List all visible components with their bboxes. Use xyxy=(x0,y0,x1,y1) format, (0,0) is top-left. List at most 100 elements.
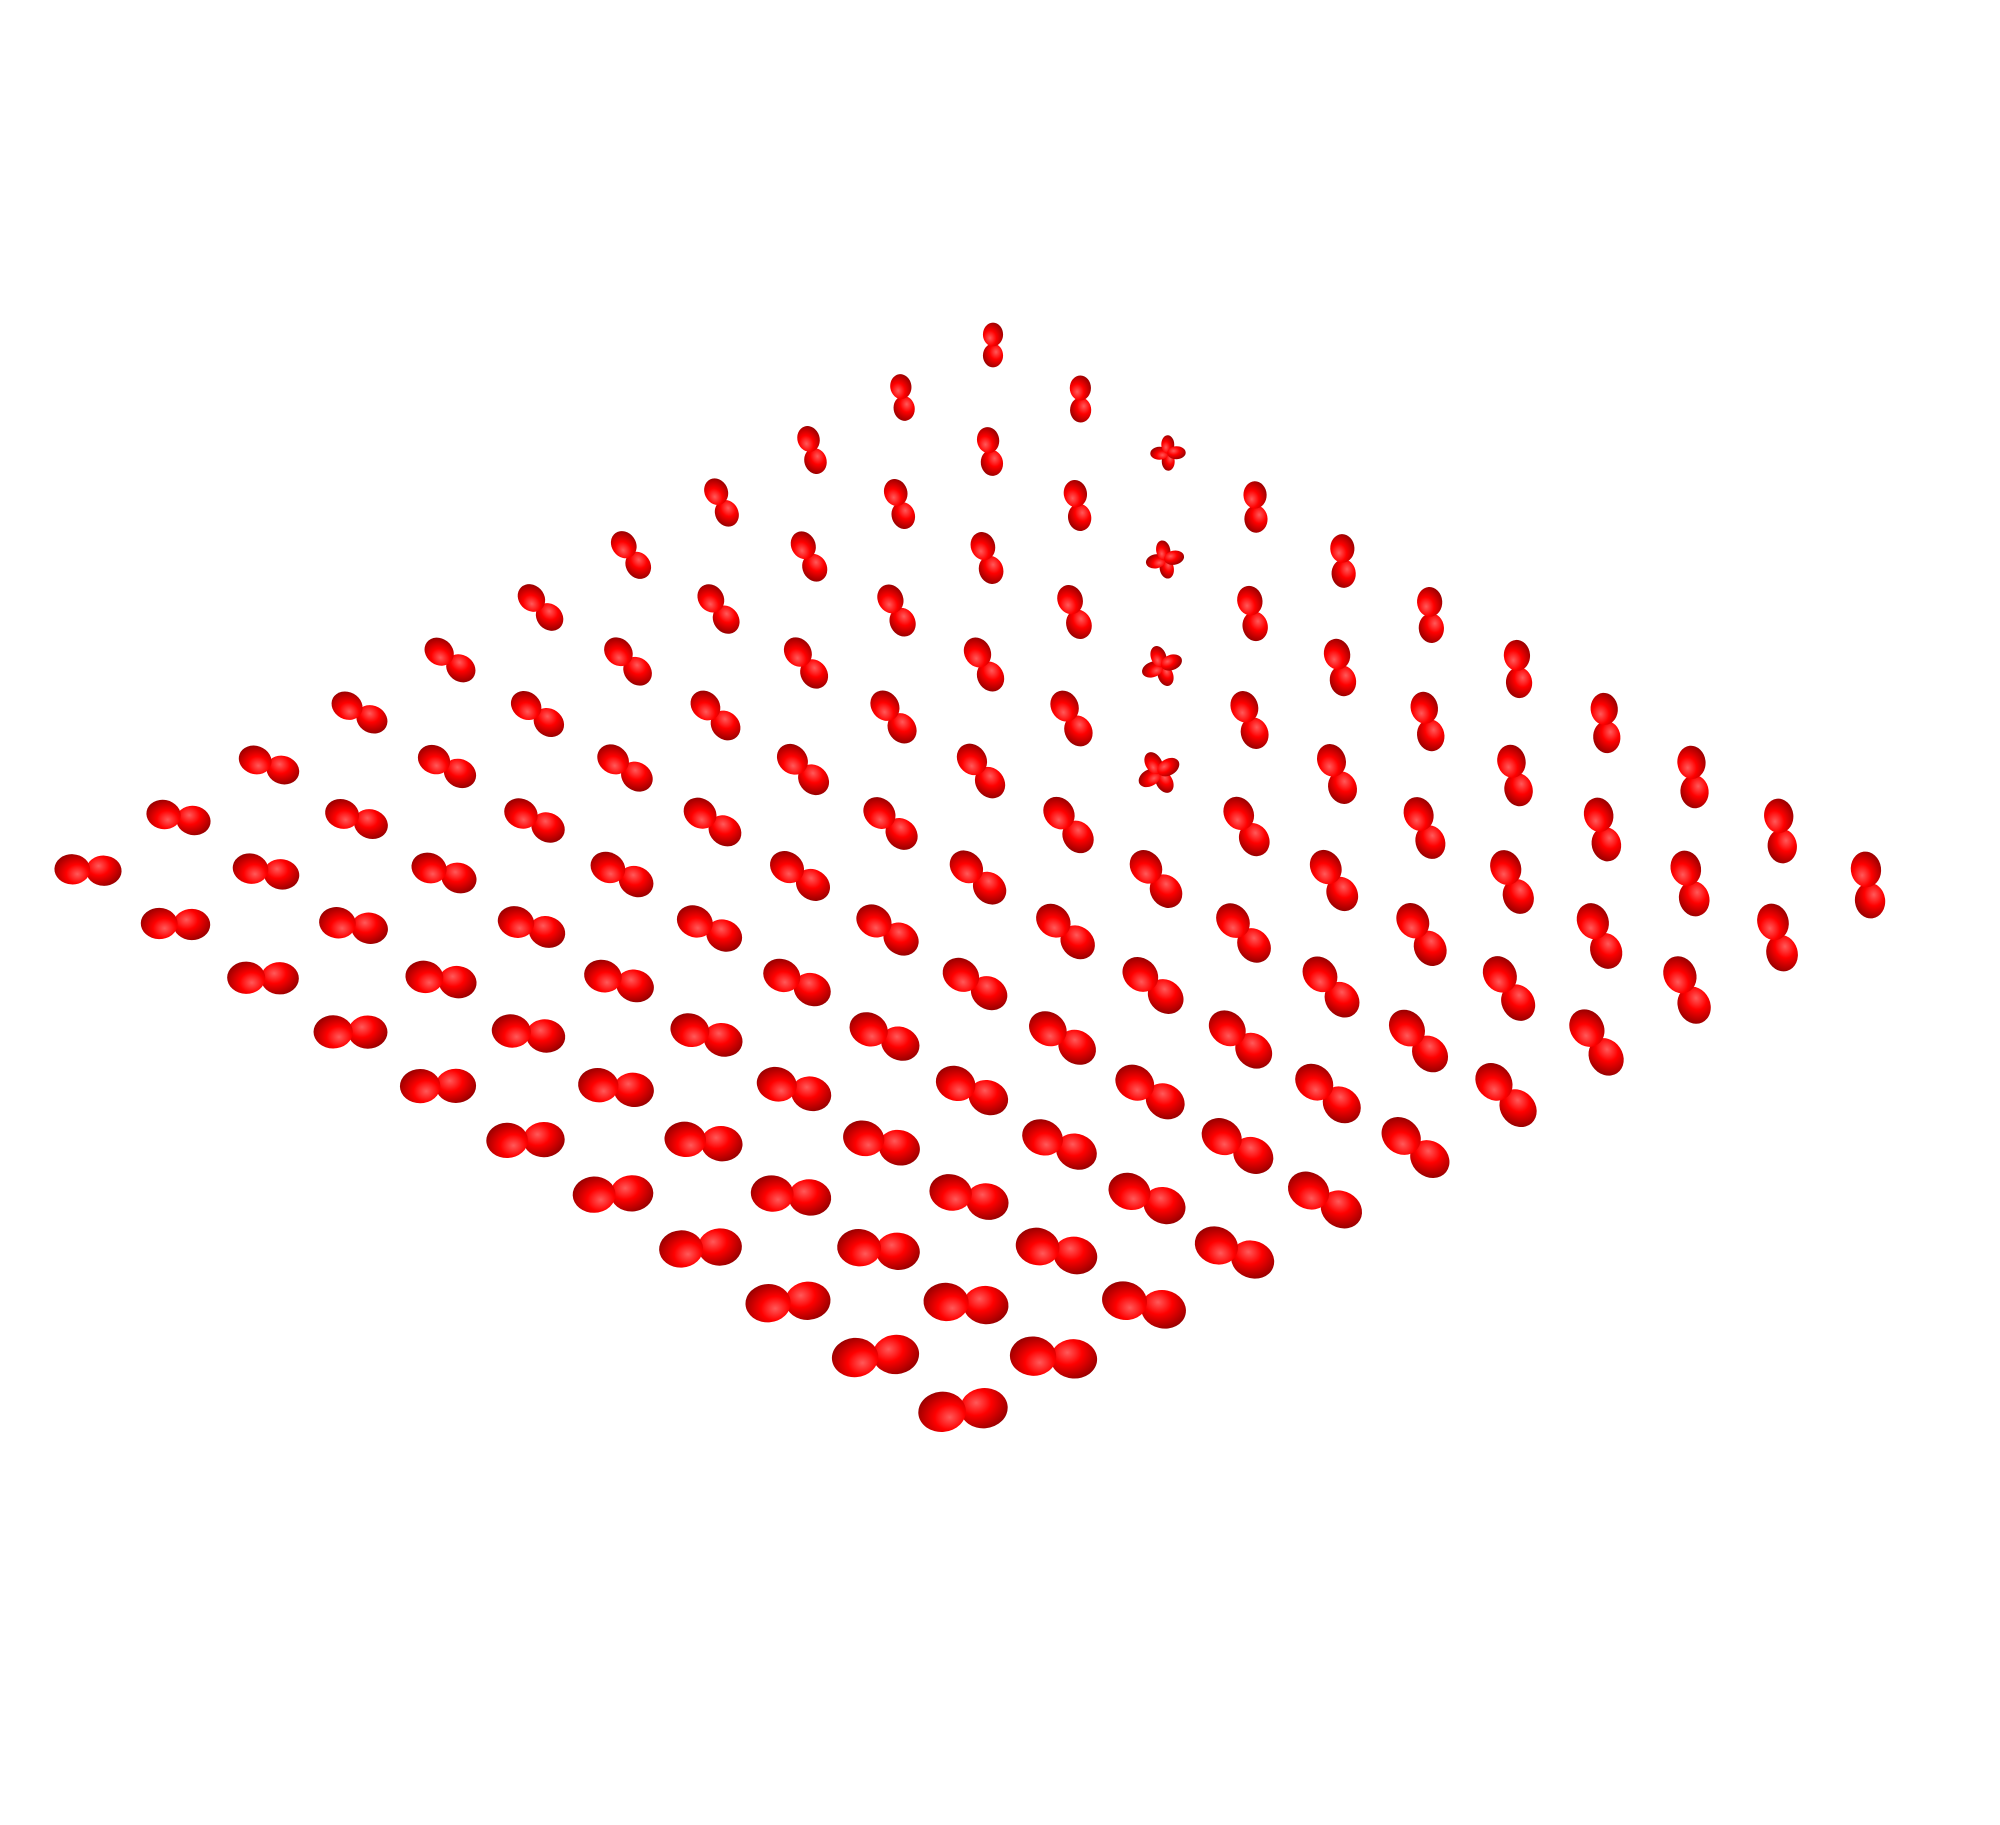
glyph-lobe xyxy=(1417,587,1443,617)
glyph-lobe xyxy=(435,1068,477,1103)
glyph-lobe xyxy=(325,799,360,829)
glyph-lobe xyxy=(604,637,633,667)
glyph-lobe xyxy=(963,1285,1009,1325)
glyph xyxy=(704,478,739,527)
glyph xyxy=(956,743,1006,799)
glyph-lobe xyxy=(712,605,740,634)
glyph-lobe xyxy=(1328,771,1358,804)
glyph-lobe xyxy=(982,322,1004,347)
glyph-lobe xyxy=(1064,715,1093,747)
glyph-lobe xyxy=(935,1065,976,1102)
glyph xyxy=(1201,1118,1274,1174)
glyph-lobe xyxy=(1160,654,1182,671)
glyph xyxy=(1142,646,1182,686)
glyph-lobe xyxy=(929,1174,972,1211)
glyph-lobe xyxy=(1766,934,1798,972)
glyph-lobe xyxy=(790,531,816,560)
glyph xyxy=(146,799,211,836)
glyph-lobe xyxy=(1029,1011,1067,1047)
glyph-lobe xyxy=(1015,1227,1060,1266)
glyph-lobe xyxy=(1501,984,1536,1021)
glyph-lobe xyxy=(1057,584,1083,615)
glyph-lobe xyxy=(1149,874,1183,908)
glyph-lobe xyxy=(1230,691,1259,723)
glyph-lobe xyxy=(970,532,996,561)
glyph xyxy=(1764,798,1797,864)
glyph-lobe xyxy=(1143,1186,1186,1225)
glyph-lobe xyxy=(664,1121,707,1158)
glyph xyxy=(1237,585,1268,642)
glyph-lobe xyxy=(1505,667,1533,699)
glyph-lobe xyxy=(1591,827,1622,862)
glyph xyxy=(949,850,1007,905)
glyph-lobe xyxy=(976,427,1000,454)
glyph xyxy=(1057,584,1092,640)
glyph xyxy=(584,959,654,1003)
glyph-lobe xyxy=(1418,613,1444,643)
glyph xyxy=(1302,956,1360,1018)
glyph-lobe xyxy=(800,659,829,689)
glyph xyxy=(776,743,830,796)
glyph-lobe xyxy=(1237,585,1263,616)
glyph xyxy=(1063,479,1092,532)
glyph-lobe xyxy=(486,1122,528,1159)
glyph-lobe xyxy=(804,448,827,474)
glyph xyxy=(411,852,477,894)
glyph-lobe xyxy=(883,922,919,956)
glyph-lobe xyxy=(1242,611,1268,642)
glyph xyxy=(1475,1062,1537,1128)
glyph-lobe xyxy=(1590,932,1623,969)
glyph xyxy=(1309,849,1359,912)
glyph-lobe xyxy=(411,852,447,884)
glyph-lobe xyxy=(353,809,388,839)
glyph-lobe xyxy=(572,1176,616,1213)
glyph-lobe xyxy=(351,912,388,944)
glyph xyxy=(976,427,1004,476)
glyph-lobe xyxy=(1238,822,1270,857)
glyph xyxy=(604,637,652,686)
glyph-lobe xyxy=(623,656,652,686)
glyph-lobe xyxy=(227,961,266,994)
glyph xyxy=(1194,1226,1275,1279)
glyph-lobe xyxy=(883,479,908,507)
glyph-lobe xyxy=(968,1079,1009,1116)
glyph-lobe xyxy=(1102,1281,1147,1321)
glyph-lobe xyxy=(972,871,1007,905)
glyph-lobe xyxy=(1050,690,1079,722)
glyph-lobe xyxy=(703,1022,743,1057)
glyph xyxy=(486,1121,565,1159)
glyph-lobe xyxy=(232,853,269,884)
glyph xyxy=(572,1175,654,1213)
glyph xyxy=(497,906,566,948)
glyph-lobe xyxy=(590,851,626,884)
glyph-lobe xyxy=(1223,796,1255,831)
glyph-lobe xyxy=(1053,1236,1098,1275)
glyph xyxy=(1482,956,1536,1021)
glyph-lobe xyxy=(843,1120,885,1157)
glyph-lobe xyxy=(797,426,820,452)
glyph-lobe xyxy=(837,1229,882,1267)
glyph xyxy=(1015,1227,1098,1275)
glyph-lobe xyxy=(356,705,388,734)
glyph-lobe xyxy=(1194,1226,1239,1265)
glyph-lobe xyxy=(523,1121,565,1158)
glyph xyxy=(856,904,919,956)
glyph-lobe xyxy=(1678,881,1710,917)
glyph-lobe xyxy=(891,501,916,529)
glyph xyxy=(1050,690,1093,747)
glyph xyxy=(517,584,564,631)
glyph-lobe xyxy=(331,691,363,720)
glyph-lobe xyxy=(756,1066,797,1102)
glyph xyxy=(504,798,565,843)
glyph-lobe xyxy=(517,584,546,612)
glyph xyxy=(929,1174,1009,1220)
glyph-lobe xyxy=(942,957,980,992)
glyph-lobe xyxy=(1043,796,1075,830)
glyph xyxy=(790,531,828,582)
glyph xyxy=(1036,903,1095,960)
glyph-lobe xyxy=(875,1232,920,1270)
glyph-lobe xyxy=(1062,820,1094,854)
glyph xyxy=(843,1120,920,1166)
glyph xyxy=(1503,639,1533,699)
